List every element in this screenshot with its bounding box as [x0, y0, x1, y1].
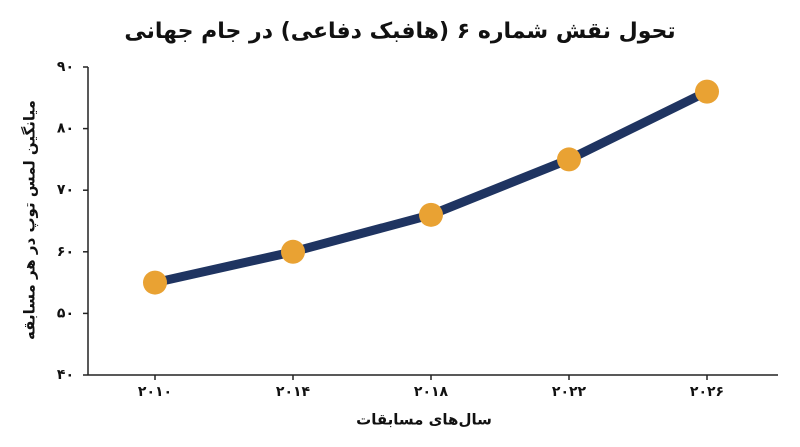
- marker: [557, 147, 581, 172]
- y-tick-label: ۷۰: [57, 182, 74, 198]
- line: [154, 87, 709, 287]
- y-tick-label: ۹۰: [57, 59, 74, 75]
- x-tick-label: ۲۰۱۰: [138, 384, 172, 400]
- x-tick-label: ۲۰۱۴: [276, 384, 311, 400]
- marker: [281, 239, 305, 264]
- x-axis-label: سال‌های مسابقات: [356, 411, 492, 429]
- y-tick-label: ۵۰: [57, 305, 74, 321]
- x-tick-label: ۲۰۱۸: [414, 384, 449, 400]
- x-tick-label: ۲۰۲۲: [552, 384, 587, 400]
- marker: [419, 202, 443, 227]
- marker: [695, 79, 719, 104]
- y-axis-label: میانگین لمس توپ در هر مسابقه: [21, 100, 39, 340]
- y-tick-label: ۴۰: [57, 367, 74, 383]
- y-tick-label: ۶۰: [57, 244, 74, 260]
- chart-title: تحول نقش شماره ۶ (هافبک دفاعی) در جام جه…: [124, 19, 675, 44]
- y-tick-label: ۸۰: [57, 121, 74, 137]
- x-tick-label: ۲۰۲۶: [690, 384, 724, 400]
- marker: [143, 270, 167, 295]
